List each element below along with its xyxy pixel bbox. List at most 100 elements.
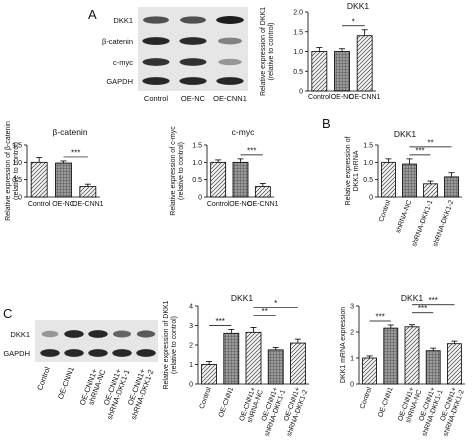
y-tick-label: 1.0: [12, 160, 22, 167]
blot-row-label: DKK1: [10, 330, 30, 339]
y-axis-label: Relative expression of DKK1(relative to …: [260, 7, 275, 96]
blot-row-label: DKK1: [113, 16, 133, 25]
bar: [267, 349, 284, 385]
blot-band: [143, 16, 169, 24]
y-tick-label: 2.0: [293, 10, 303, 17]
blot-band: [64, 330, 84, 338]
blot-band: [142, 37, 170, 45]
y-tick-label: 0: [350, 382, 354, 389]
bar: [311, 51, 328, 92]
significance-label: **: [261, 307, 267, 316]
significance-label: ***: [415, 146, 424, 155]
bar: [79, 186, 97, 198]
panel-letter-a: A: [88, 7, 97, 22]
significance-label: ***: [216, 317, 225, 326]
y-tick-label: 1.5: [12, 143, 22, 150]
x-tick-label: OE-CNN1: [349, 94, 381, 101]
blot-band: [40, 349, 60, 357]
y-tick-label: 0: [299, 89, 303, 96]
blot-band: [64, 349, 84, 357]
bar-chart-dkk1-protein-a: DKK1 Relative expression of DKK1(relative…: [260, 1, 381, 101]
bar: [245, 331, 262, 385]
panel-letter-b: B: [322, 116, 331, 131]
blot-lane-label: OE-NC: [181, 94, 206, 103]
blot-band: [88, 349, 108, 357]
y-axis-label: Relative expression of DKK1(relative to …: [163, 300, 178, 389]
blot-band: [179, 77, 207, 85]
y-tick-label: 0: [369, 195, 373, 202]
bar: [404, 326, 420, 385]
x-tick-label-line: OE-CNN1: [218, 386, 235, 418]
significance-label: ***: [376, 312, 385, 321]
blot-band: [136, 330, 156, 338]
x-tick-label: Control: [359, 386, 373, 410]
y-axis-label-line: DKK1 mRNA: [353, 150, 360, 191]
y-axis-label-line: Relative expression of DKK1: [163, 300, 170, 389]
bar: [55, 162, 72, 198]
y-tick-label: 2: [350, 330, 354, 337]
x-tick-label-line: OE-CNN1: [377, 386, 394, 418]
y-axis-label: DKK1 mRNA expression: [340, 307, 347, 383]
chart-title: β-catenin: [52, 127, 87, 137]
bar-chart-c-myc: c-myc Relative expression of c-myc(relati…: [170, 126, 279, 216]
blot-band: [136, 349, 156, 357]
blot-band: [180, 16, 206, 24]
blot-row-label: GAPDH: [106, 77, 133, 86]
blot-row-label: c-myc: [113, 58, 133, 67]
y-axis-label-line: (relative to control): [268, 23, 275, 81]
x-tick-label-line: shRNA-NC: [395, 199, 413, 234]
blot-band: [217, 37, 243, 45]
blot-lane-label: OE-CNN1: [56, 366, 76, 401]
y-tick-label: 1.5: [363, 143, 373, 150]
blot-lane-label: Control: [35, 365, 52, 391]
x-tick-label: shRNA-DKK1-1: [411, 199, 434, 248]
y-tick-label: 0: [189, 382, 193, 389]
x-tick-label: Control: [199, 386, 213, 410]
significance-label: ***: [71, 148, 80, 157]
significance-label: ***: [418, 304, 427, 313]
significance-label: ***: [429, 296, 438, 305]
chart-title: DKK1: [347, 1, 369, 11]
blot-band: [113, 330, 131, 338]
y-tick-label: 3: [189, 323, 193, 330]
blot-band: [112, 349, 132, 357]
bar: [356, 35, 373, 92]
x-tick-label: OE-CNN1: [247, 201, 279, 208]
x-tick-label-line: shRNA-DKK1-1: [411, 199, 434, 248]
y-tick-label: 1: [189, 362, 193, 369]
x-tick-label: shRNA-DKK1-2: [432, 199, 455, 248]
x-tick-label: Control: [207, 201, 230, 208]
blot-band: [218, 58, 242, 66]
bar: [423, 183, 438, 198]
y-tick-label: 1.0: [192, 160, 202, 167]
bar: [334, 51, 350, 92]
bar-chart-dkk1-mrna-b: DKK1 Relative expression ofDKK1 mRNA 0 0.5 1…: [345, 129, 462, 248]
y-tick-label: 1.0: [363, 160, 373, 167]
blot-band: [216, 16, 244, 24]
blot-row-label: β-catenin: [102, 37, 133, 46]
y-tick-label: 4: [189, 304, 193, 311]
x-tick-label-line: Control: [378, 199, 392, 223]
bar: [289, 342, 306, 385]
blot-row-label: GAPDH: [3, 349, 30, 358]
blot-band: [88, 330, 108, 338]
significance-label: **: [427, 138, 433, 147]
x-tick-label: OE-CNN1: [218, 386, 235, 418]
y-axis-label-line: (relative to control): [178, 142, 185, 200]
y-tick-label: 0: [198, 195, 202, 202]
y-tick-label: 0.5: [293, 69, 303, 76]
x-tick-label: OE-NC: [229, 201, 252, 208]
blot-band: [41, 330, 59, 338]
y-tick-label: 1.5: [192, 143, 202, 150]
y-axis-label-line: (relative to control): [13, 142, 20, 200]
y-tick-label: 0.5: [192, 177, 202, 184]
bar-chart-beta-catenin: β-catenin Relative expression of β-cateni…: [5, 121, 104, 221]
x-tick-label: OE-CNN1: [377, 386, 394, 418]
bar-chart-dkk1-protein-c: DKK1 Relative expression of DKK1(relative…: [163, 293, 309, 437]
bar: [381, 161, 396, 198]
bar: [425, 350, 441, 385]
x-tick-label-line: Control: [199, 386, 213, 410]
bar: [444, 176, 459, 198]
